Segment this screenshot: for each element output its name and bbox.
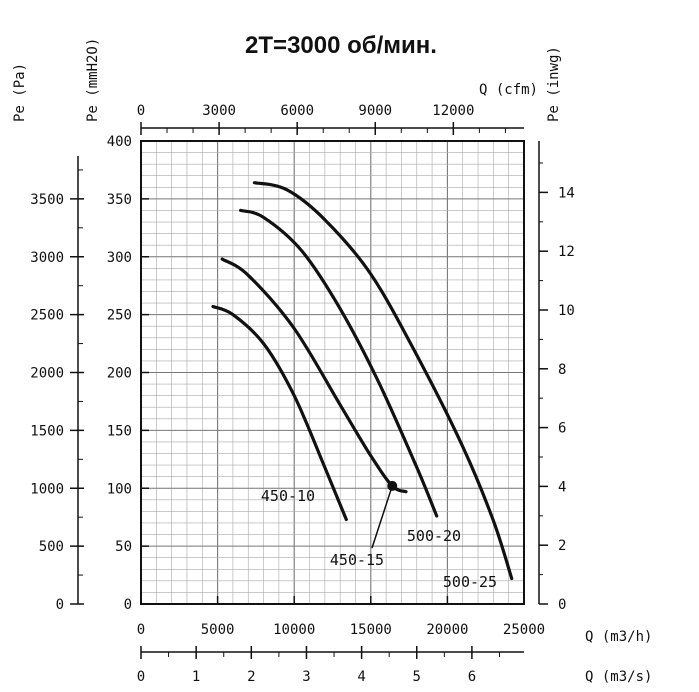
tick-label-m3h: 5000 xyxy=(201,622,235,638)
axis-title-pa: Pe (Pa) xyxy=(12,63,28,122)
tick-label-m3h: 0 xyxy=(137,622,145,638)
tick-label-inwg: 12 xyxy=(558,244,575,260)
tick-label-mmh2o: 150 xyxy=(107,423,132,439)
tick-label-m3s: 6 xyxy=(468,669,476,685)
tick-label-mmh2o: 350 xyxy=(107,192,132,208)
tick-label-m3s: 5 xyxy=(413,669,421,685)
series-500-25-line xyxy=(252,181,514,581)
chart-title: 2T=3000 об/мин. xyxy=(245,32,437,59)
tick-label-m3h: 20000 xyxy=(426,622,468,638)
tick-label-pa: 2000 xyxy=(30,366,64,382)
tick-label-pa: 2500 xyxy=(30,308,64,324)
tick-label-cfm: 6000 xyxy=(280,103,314,119)
series-label-500-25: 500-25 xyxy=(443,573,497,591)
tick-label-mmh2o: 200 xyxy=(107,366,132,382)
tick-label-cfm: 9000 xyxy=(358,103,392,119)
tick-label-cfm: 3000 xyxy=(202,103,236,119)
tick-label-mmh2o: 250 xyxy=(107,308,132,324)
series-450-10-line xyxy=(211,304,348,522)
tick-label-inwg: 14 xyxy=(558,185,575,201)
tick-label-mmh2o: 300 xyxy=(107,250,132,266)
tick-label-m3s: 4 xyxy=(357,669,365,685)
tick-label-mmh2o: 400 xyxy=(107,134,132,150)
label-leader-line xyxy=(371,485,393,549)
tick-label-inwg: 4 xyxy=(558,479,566,495)
tick-label-m3h: 25000 xyxy=(503,622,545,638)
tick-label-mmh2o: 50 xyxy=(115,539,132,555)
grid xyxy=(140,140,525,605)
tick-label-inwg: 2 xyxy=(558,538,566,554)
tick-label-pa: 0 xyxy=(56,597,64,613)
series-label-500-20: 500-20 xyxy=(407,527,461,545)
series-labels: 450-10 450-15 500-20 500-25 xyxy=(261,487,497,591)
axis-title-m3s: Q (m3/s) xyxy=(585,669,652,685)
axes: 0501001502002503003504000500100015002000… xyxy=(12,38,652,685)
axis-title-mmh2o: Pe (mmH2O) xyxy=(85,38,101,122)
axis-title-m3h: Q (m3/h) xyxy=(585,629,652,645)
tick-label-pa: 500 xyxy=(39,539,64,555)
tick-label-mmh2o: 100 xyxy=(107,481,132,497)
tick-label-inwg: 6 xyxy=(558,421,566,437)
series-label-450-10: 450-10 xyxy=(261,487,315,505)
tick-label-inwg: 0 xyxy=(558,597,566,613)
series-label-450-15: 450-15 xyxy=(330,551,384,569)
tick-label-m3s: 0 xyxy=(137,669,145,685)
tick-label-cfm: 0 xyxy=(137,103,145,119)
tick-label-m3s: 1 xyxy=(192,669,200,685)
tick-label-cfm: 12000 xyxy=(432,103,474,119)
tick-label-m3h: 15000 xyxy=(350,622,392,638)
tick-label-pa: 3000 xyxy=(30,250,64,266)
tick-label-pa: 3500 xyxy=(30,192,64,208)
series-450-15-line xyxy=(220,257,408,494)
tick-label-inwg: 10 xyxy=(558,303,575,319)
tick-label-inwg: 8 xyxy=(558,362,566,378)
tick-label-pa: 1500 xyxy=(30,423,64,439)
tick-label-mmh2o: 0 xyxy=(124,597,132,613)
tick-label-m3s: 3 xyxy=(302,669,310,685)
tick-label-m3h: 10000 xyxy=(273,622,315,638)
axis-title-inwg: Pe (inwg) xyxy=(546,46,562,122)
series-500-20-line xyxy=(239,208,439,518)
series-curves xyxy=(211,181,514,581)
axis-title-cfm: Q (cfm) xyxy=(479,82,538,98)
tick-label-m3s: 2 xyxy=(247,669,255,685)
tick-label-pa: 1000 xyxy=(30,481,64,497)
